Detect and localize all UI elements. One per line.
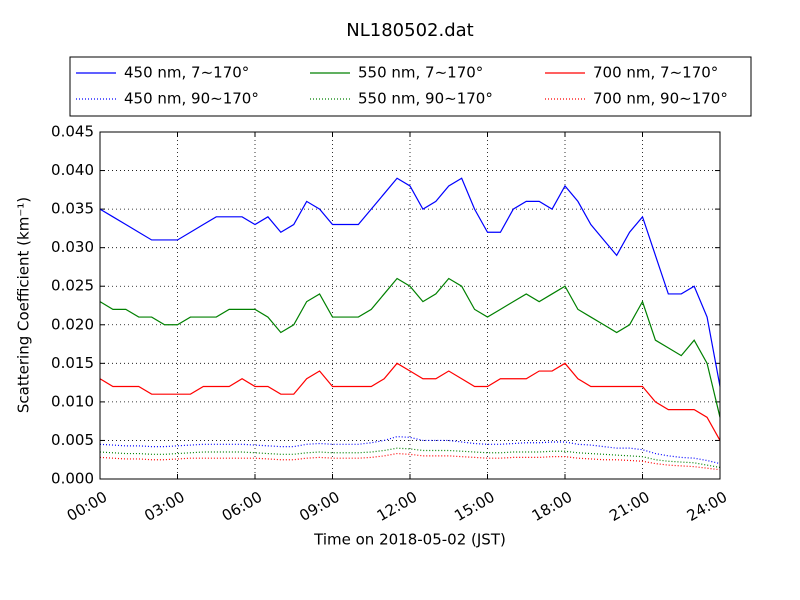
x-tick-label: 15:00 <box>451 488 497 525</box>
legend-label: 700 nm, 90∼170° <box>593 90 728 108</box>
legend-label: 700 nm, 7∼170° <box>593 64 718 82</box>
legend-label: 450 nm, 90∼170° <box>124 90 259 108</box>
x-tick-label: 03:00 <box>141 488 187 525</box>
plot-frame <box>99 131 721 480</box>
y-axis-label: Scattering Coefficient (km⁻¹) <box>15 197 33 413</box>
x-tick-label: 06:00 <box>219 488 265 525</box>
series-line <box>99 177 721 387</box>
y-tick-label: 0.045 <box>51 123 94 141</box>
y-tick-label: 0.010 <box>51 392 94 410</box>
series-line <box>99 277 721 418</box>
legend-label: 550 nm, 7∼170° <box>358 64 483 82</box>
y-tick-label: 0.000 <box>51 470 94 488</box>
x-tick-label: 18:00 <box>529 488 575 525</box>
series-line <box>99 435 721 465</box>
y-tick-label: 0.035 <box>51 200 94 218</box>
x-tick-label: 24:00 <box>684 488 730 525</box>
y-tick-label: 0.005 <box>51 431 94 449</box>
x-tick-label: 00:00 <box>64 488 110 525</box>
x-tick-label: 12:00 <box>374 488 420 525</box>
chart-title: NL180502.dat <box>346 20 473 41</box>
series-line <box>99 362 721 441</box>
x-tick-label: 09:00 <box>296 488 342 525</box>
x-tick-label: 21:00 <box>606 488 652 525</box>
legend-box <box>69 56 752 117</box>
y-tick-label: 0.030 <box>51 238 94 256</box>
legend-label: 550 nm, 90∼170° <box>358 90 493 108</box>
y-tick-label: 0.015 <box>51 354 94 372</box>
y-tick-label: 0.025 <box>51 277 94 295</box>
y-tick-label: 0.040 <box>51 161 94 179</box>
x-axis-label: Time on 2018-05-02 (JST) <box>313 531 506 549</box>
legend-label: 450 nm, 7∼170° <box>124 64 249 82</box>
y-tick-label: 0.020 <box>51 315 94 333</box>
